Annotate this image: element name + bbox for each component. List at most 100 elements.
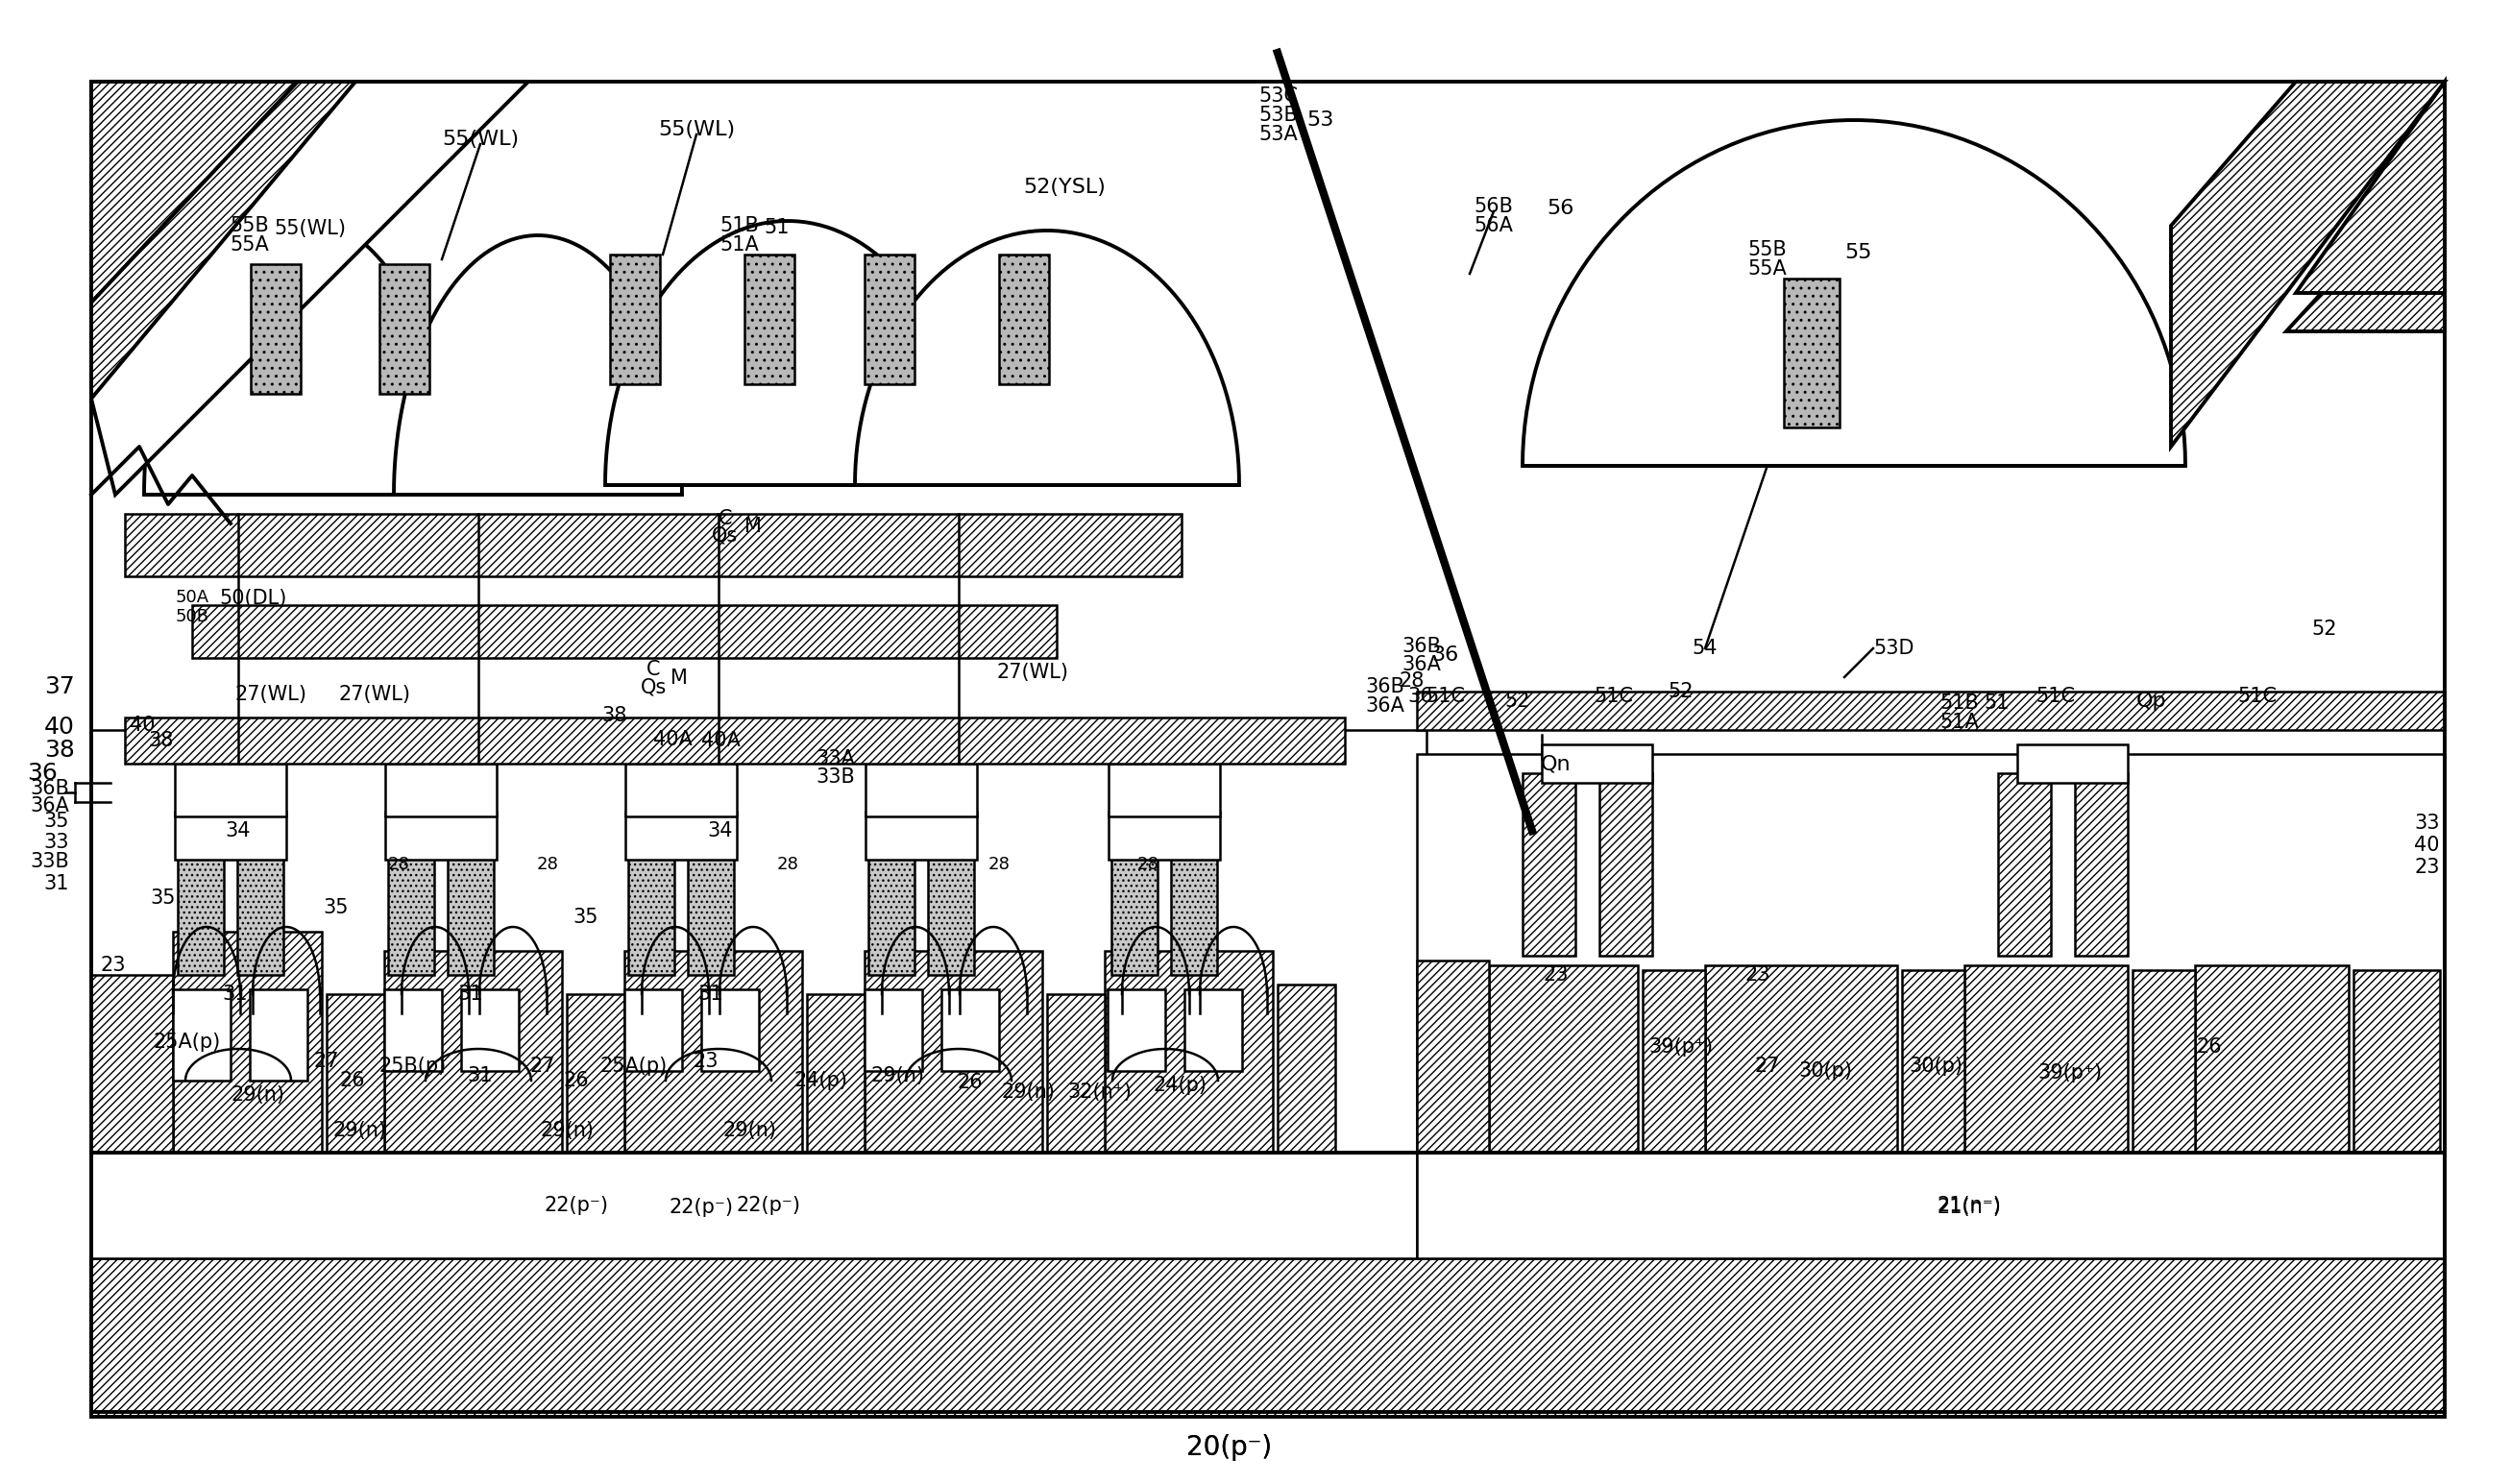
Text: 23: 23 — [1544, 965, 1569, 984]
Text: 33: 33 — [43, 833, 70, 852]
Text: 35: 35 — [573, 908, 598, 928]
Bar — [90, 975, 173, 1153]
Text: 23: 23 — [100, 956, 126, 975]
Text: 55: 55 — [1846, 243, 1871, 263]
Text: 29(n): 29(n) — [723, 1120, 776, 1140]
Text: 20(p⁻): 20(p⁻) — [1188, 1434, 1273, 1460]
Polygon shape — [143, 217, 452, 494]
Text: 36B: 36B — [1401, 637, 1441, 656]
Text: 55A: 55A — [1748, 260, 1788, 279]
Text: 39(p⁺): 39(p⁺) — [1650, 1037, 1713, 1057]
Polygon shape — [90, 82, 527, 494]
Bar — [743, 255, 793, 384]
Bar — [90, 1153, 1416, 1258]
Bar — [1600, 773, 1652, 956]
Text: 36: 36 — [1406, 687, 1434, 706]
Text: 28: 28 — [1137, 856, 1160, 873]
Text: 35: 35 — [324, 898, 349, 917]
Text: 55B: 55B — [1748, 240, 1788, 260]
Text: 28: 28 — [537, 856, 557, 873]
Polygon shape — [2285, 159, 2446, 331]
Bar — [999, 255, 1050, 384]
Text: 29(n): 29(n) — [540, 1120, 593, 1140]
Text: 27: 27 — [1755, 1057, 1780, 1076]
Bar — [447, 850, 495, 975]
Text: 50(DL): 50(DL) — [218, 589, 286, 608]
Text: 30(p): 30(p) — [1908, 1057, 1964, 1076]
Bar — [1170, 850, 1218, 975]
Text: 37: 37 — [45, 675, 75, 699]
Bar — [176, 764, 286, 816]
Text: 40: 40 — [45, 715, 75, 739]
Text: 25A(p): 25A(p) — [153, 1033, 221, 1052]
Text: 32(n⁺): 32(n⁺) — [1067, 1082, 1132, 1101]
Text: 33: 33 — [2416, 813, 2441, 833]
Text: 50A: 50A — [176, 589, 208, 605]
Text: 50B: 50B — [176, 608, 208, 625]
Text: 23: 23 — [1745, 965, 1770, 984]
Text: 30(p): 30(p) — [1798, 1061, 1853, 1080]
Bar — [1112, 850, 1158, 975]
Text: 51: 51 — [1984, 693, 2009, 712]
Bar — [1278, 984, 1336, 1153]
Text: 55(WL): 55(WL) — [274, 220, 347, 239]
Text: 55B: 55B — [231, 217, 269, 236]
Text: M: M — [743, 516, 761, 536]
Text: 53A: 53A — [1258, 125, 1298, 144]
Text: 52(YSL): 52(YSL) — [1022, 178, 1105, 197]
Text: 28: 28 — [387, 856, 409, 873]
Bar — [2074, 773, 2127, 956]
Bar — [193, 605, 1057, 657]
Text: Qp: Qp — [2137, 692, 2167, 711]
Text: 21(n⁻): 21(n⁻) — [1936, 1196, 2001, 1215]
Text: 29(n): 29(n) — [871, 1066, 924, 1085]
Text: 27: 27 — [530, 1057, 555, 1076]
Polygon shape — [394, 236, 683, 494]
Bar — [1705, 965, 1898, 1153]
Polygon shape — [854, 230, 1238, 485]
Bar — [1522, 773, 1574, 956]
Text: 36B: 36B — [1366, 677, 1404, 696]
Bar — [251, 264, 301, 393]
Text: 38: 38 — [148, 732, 173, 751]
Text: 40: 40 — [131, 715, 156, 735]
Bar — [1416, 960, 1489, 1153]
Text: 25A(p): 25A(p) — [600, 1057, 668, 1076]
Bar — [628, 850, 675, 975]
Bar — [2195, 965, 2348, 1153]
Text: M: M — [670, 668, 688, 687]
Bar — [2016, 745, 2127, 784]
Bar — [1047, 994, 1105, 1153]
Text: 29(n): 29(n) — [1002, 1082, 1055, 1101]
Bar — [90, 1258, 2446, 1417]
Text: 36A: 36A — [1366, 696, 1404, 715]
Text: 39(p⁺): 39(p⁺) — [2039, 1064, 2102, 1082]
Text: 28: 28 — [987, 856, 1009, 873]
Bar — [866, 764, 977, 816]
Text: 26: 26 — [339, 1071, 364, 1091]
Bar — [379, 264, 429, 393]
Text: 55(WL): 55(WL) — [658, 120, 736, 139]
Text: 28: 28 — [1399, 671, 1424, 690]
Bar — [806, 994, 864, 1153]
Text: 51C: 51C — [1426, 687, 1466, 706]
Text: 22(p⁻): 22(p⁻) — [668, 1198, 733, 1217]
Text: 31: 31 — [467, 1066, 492, 1085]
Polygon shape — [90, 82, 193, 331]
Text: 52: 52 — [2313, 619, 2338, 638]
Text: 51B: 51B — [1938, 693, 1979, 712]
Text: 26: 26 — [957, 1073, 982, 1092]
Text: 56: 56 — [1547, 199, 1574, 218]
Bar — [126, 513, 1183, 576]
Text: 27: 27 — [314, 1052, 339, 1071]
Text: 51C: 51C — [1594, 687, 1635, 706]
Bar — [701, 990, 758, 1071]
Bar — [462, 990, 520, 1071]
Bar — [384, 990, 442, 1071]
Bar — [1542, 745, 1652, 784]
Text: 28: 28 — [776, 856, 798, 873]
Bar — [864, 951, 1042, 1153]
Text: 36: 36 — [1431, 646, 1459, 665]
Bar — [942, 990, 999, 1071]
Bar — [625, 764, 736, 816]
